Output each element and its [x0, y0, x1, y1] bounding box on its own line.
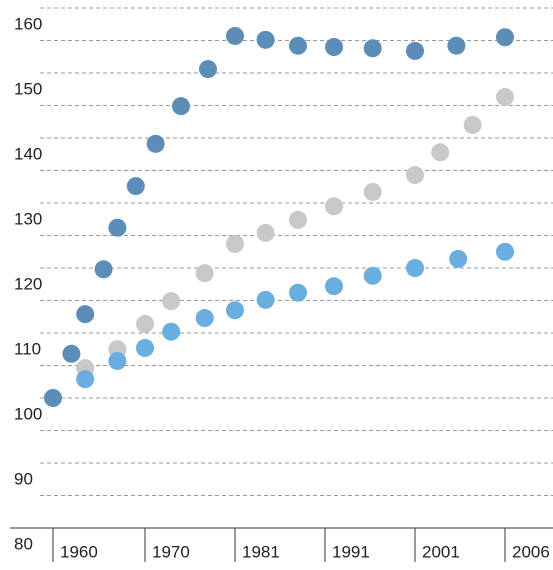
dot [256, 30, 275, 49]
y-tick-label: 80 [14, 534, 33, 553]
dot [406, 166, 424, 185]
dot [126, 177, 145, 196]
dot [256, 290, 275, 309]
dot [431, 143, 450, 162]
dot [325, 197, 343, 216]
dot [199, 60, 217, 79]
dot [496, 88, 514, 107]
dot [62, 344, 81, 363]
dot [76, 305, 95, 324]
dot [136, 338, 154, 357]
x-tick-label: 2006 [512, 542, 550, 561]
dot [136, 314, 154, 333]
x-tick-label: 1991 [332, 542, 370, 561]
y-tick-label: 160 [14, 14, 42, 33]
dot [108, 351, 127, 370]
x-tick-label: 1960 [60, 542, 98, 561]
dot [289, 36, 307, 55]
y-tick-label: 150 [14, 79, 42, 98]
dot [195, 309, 214, 328]
dot [226, 26, 244, 45]
dot [406, 41, 424, 60]
dot [289, 283, 307, 302]
dot [108, 218, 127, 237]
y-tick-label: 100 [14, 404, 42, 423]
dot [162, 322, 181, 341]
y-tick-label: 120 [14, 274, 42, 293]
dot [363, 266, 382, 285]
y-tick-label: 90 [14, 469, 33, 488]
dot [146, 134, 165, 153]
dot [325, 38, 343, 56]
dot [496, 242, 514, 261]
dot [94, 260, 113, 279]
x-tick-label: 1970 [152, 542, 190, 561]
y-tick-label: 110 [14, 339, 41, 358]
dot [496, 28, 514, 47]
dot [226, 234, 244, 253]
y-tick-label: 140 [14, 144, 42, 163]
x-tick-label: 2001 [422, 542, 460, 561]
dot [447, 36, 466, 55]
y-tick-label: 130 [14, 209, 42, 228]
dot [363, 39, 382, 58]
dot [172, 97, 190, 116]
dot [363, 182, 382, 201]
dot [449, 249, 468, 268]
dot [325, 277, 343, 296]
dot [44, 389, 62, 407]
dot [76, 370, 95, 389]
dot [256, 223, 275, 242]
x-tick-label: 1981 [242, 542, 280, 561]
dot [162, 292, 181, 311]
dot [406, 259, 424, 277]
dot [226, 301, 244, 320]
dot [289, 210, 307, 229]
dot [195, 264, 214, 283]
dot [463, 116, 482, 134]
